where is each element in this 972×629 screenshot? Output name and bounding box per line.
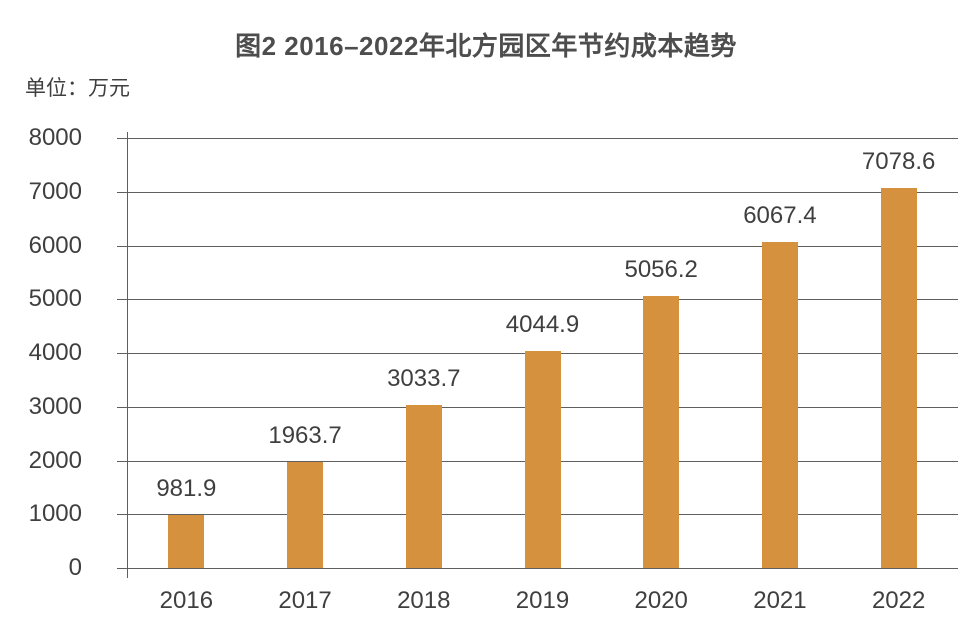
bar xyxy=(643,296,680,568)
chart-title: 图2 2016–2022年北方园区年节约成本趋势 xyxy=(235,31,737,61)
bar-value-label: 7078.6 xyxy=(861,147,936,175)
y-tick-label: 8000 xyxy=(28,124,82,151)
bar xyxy=(287,462,324,568)
x-tick-label: 2021 xyxy=(753,587,807,614)
gridline xyxy=(117,568,958,569)
y-tick-label: 2000 xyxy=(28,446,82,474)
bar-value-label: 4044.9 xyxy=(505,310,580,338)
y-tick-label: 4000 xyxy=(28,339,82,366)
x-tick-label: 2018 xyxy=(397,587,451,614)
y-tick-label: 6000 xyxy=(28,231,82,259)
bar-value-label: 1963.7 xyxy=(268,422,342,450)
bar-value-label: 6067.4 xyxy=(743,201,817,229)
x-tick-label: 2022 xyxy=(871,587,926,614)
y-axis-line xyxy=(127,132,128,578)
y-tick-label: 7000 xyxy=(28,177,82,205)
bar xyxy=(405,404,442,568)
y-tick-label: 1000 xyxy=(28,500,82,528)
x-tick-label: 2019 xyxy=(515,587,570,614)
bar xyxy=(761,241,798,568)
y-tick-label: 3000 xyxy=(28,392,82,420)
x-tick-label: 2016 xyxy=(159,587,214,614)
y-tick-label: 5000 xyxy=(28,285,82,313)
y-tick-label: 0 xyxy=(68,554,82,581)
bar-value-label: 981.9 xyxy=(156,475,217,503)
bar-value-label: 3033.7 xyxy=(387,364,461,392)
bar-value-label: 5056.2 xyxy=(624,256,698,284)
plot-area: 981.9 1963.7 3033.7 4044.9 5056.2 6067.4 7078.… xyxy=(117,132,958,578)
bar xyxy=(880,187,917,568)
unit-label: 单位：万元 xyxy=(25,77,130,100)
x-tick-label: 2017 xyxy=(278,587,332,614)
gridline xyxy=(117,191,958,193)
gridline xyxy=(117,245,958,247)
x-axis-tick-labels: 2016 2017 2018 2019 2020 2021 2022 xyxy=(127,586,958,616)
x-tick-label: 2020 xyxy=(634,587,688,614)
gridline xyxy=(117,299,958,301)
bar xyxy=(524,350,561,568)
bar xyxy=(168,515,205,568)
gridline xyxy=(117,138,958,139)
